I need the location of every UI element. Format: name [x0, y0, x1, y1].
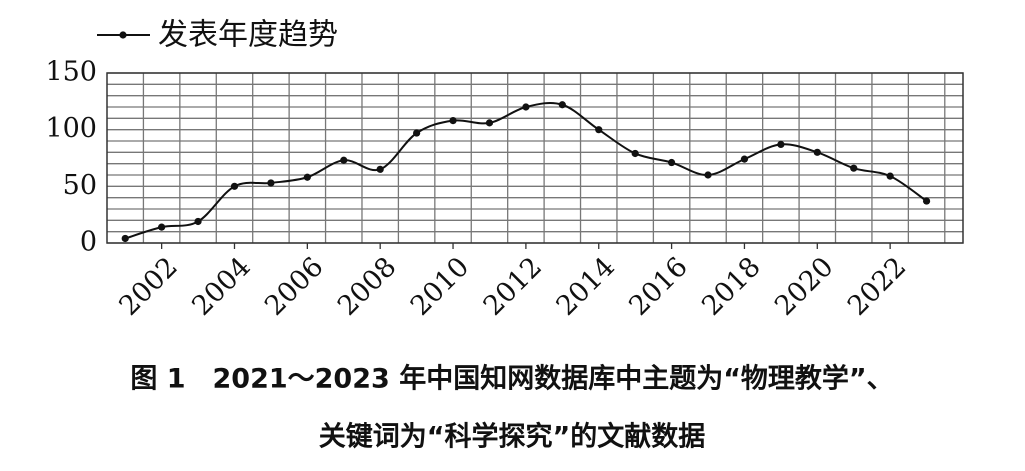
caption-line: 图 1 2021～2023 年中国知网数据库中主题为“物理教学”、	[130, 363, 893, 395]
series-line	[124, 101, 928, 240]
y-tick-label: 100	[45, 113, 97, 144]
x-tick-label: 2010	[405, 251, 476, 322]
x-tick-label: 2004	[186, 251, 257, 322]
data-point	[813, 148, 821, 156]
data-point	[667, 158, 676, 167]
x-tick-label: 2016	[623, 251, 694, 322]
data-point	[230, 182, 239, 190]
plot-frame	[106, 72, 964, 244]
data-point	[303, 173, 311, 181]
x-tick-label: 2018	[696, 251, 767, 322]
data-point	[267, 179, 275, 187]
x-tick-label: 2012	[478, 251, 549, 322]
y-tick-label: 50	[63, 170, 97, 201]
data-point	[704, 171, 712, 179]
y-tick-label: 0	[80, 227, 97, 258]
x-tick-label: 2002	[113, 251, 184, 322]
caption-line: 关键词为“科学探究”的文献数据	[319, 421, 706, 453]
data-point	[886, 172, 894, 180]
legend-label: 发表年度趋势	[158, 18, 338, 53]
data-point	[777, 140, 785, 148]
data-point	[194, 217, 202, 226]
data-point	[340, 156, 348, 164]
data-point	[158, 223, 166, 231]
y-tick-label: 150	[45, 57, 97, 88]
data-point	[522, 103, 530, 111]
data-point	[558, 101, 566, 109]
data-point	[922, 197, 931, 205]
x-tick-label: 2008	[332, 251, 403, 322]
data-point	[413, 129, 421, 137]
data-point	[740, 155, 749, 163]
data-point	[850, 164, 858, 172]
data-point	[595, 126, 603, 134]
data-point	[449, 117, 457, 125]
data-point	[121, 234, 129, 243]
data-point	[376, 165, 384, 173]
data-point	[485, 119, 494, 127]
x-tick-label: 2022	[842, 251, 913, 322]
data-point	[631, 149, 639, 158]
x-tick-label: 2006	[259, 251, 330, 322]
x-tick-label: 2014	[550, 251, 621, 322]
legend-marker	[119, 31, 127, 39]
x-tick-label: 2020	[769, 251, 840, 322]
